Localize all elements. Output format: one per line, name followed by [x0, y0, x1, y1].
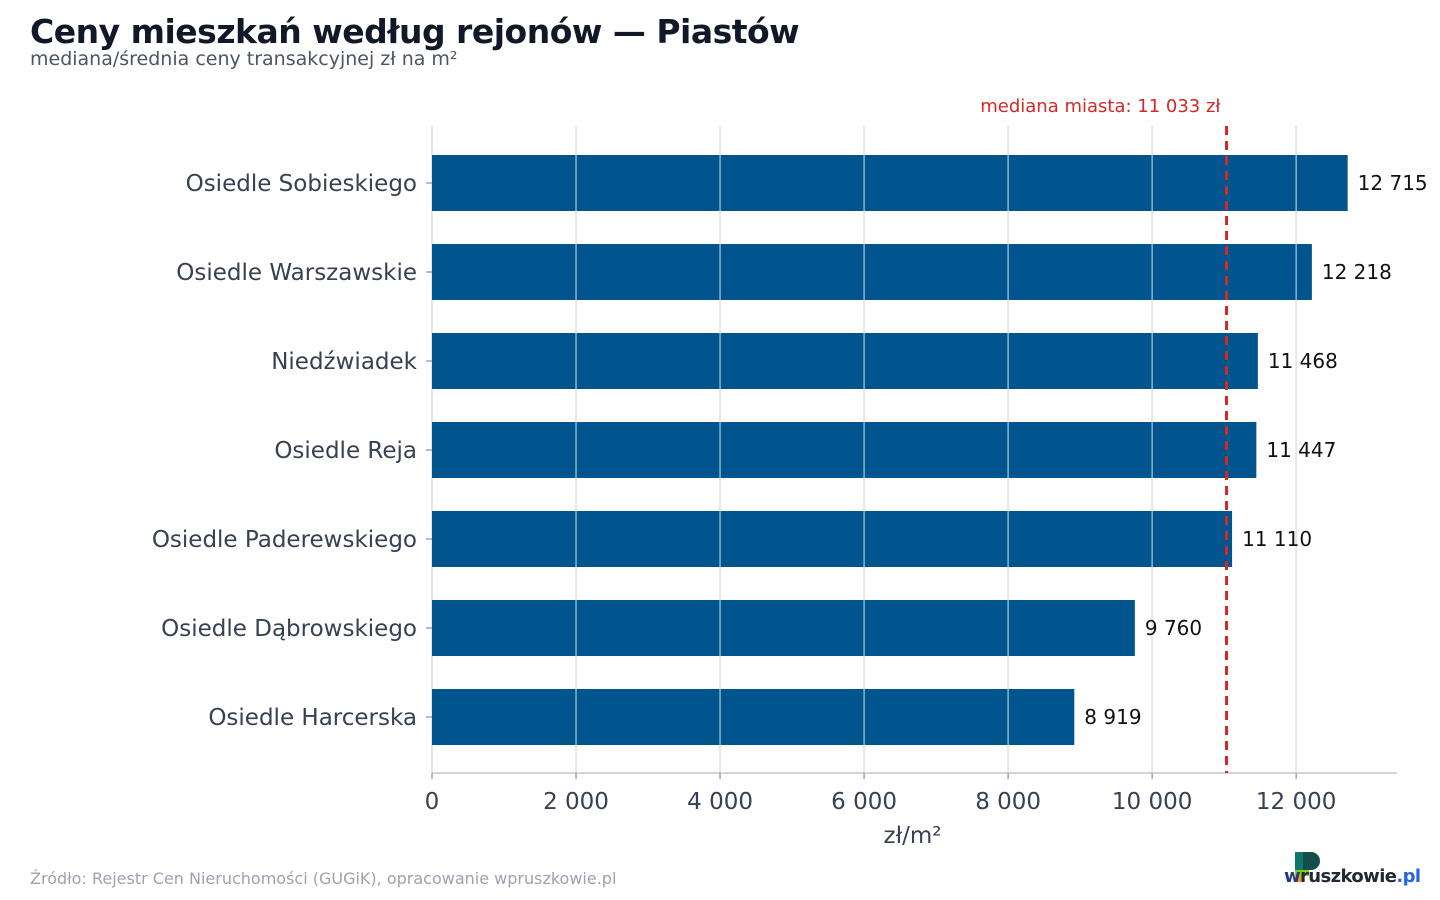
- value-label: 11 110: [1242, 527, 1312, 551]
- value-label: 8 919: [1084, 705, 1141, 729]
- chart-subtitle: mediana/średnia ceny transakcyjnej zł na…: [30, 48, 458, 70]
- x-axis-title: zł/m²: [884, 823, 942, 849]
- chart-title: Ceny mieszkań według rejonów — Piastów: [30, 12, 800, 51]
- x-tick-label: 4 000: [687, 789, 753, 815]
- bar: [432, 600, 1135, 656]
- logo-prefix: w: [1284, 866, 1301, 887]
- x-tick-label: 12 000: [1256, 789, 1336, 815]
- bar: [432, 244, 1312, 300]
- x-tick-label: 0: [425, 789, 440, 815]
- x-tick-label: 10 000: [1112, 789, 1192, 815]
- x-tick-label: 8 000: [975, 789, 1041, 815]
- category-label: Osiedle Dąbrowskiego: [161, 616, 417, 642]
- bar: [432, 511, 1233, 567]
- value-label: 11 447: [1266, 438, 1336, 462]
- logo-suffix: .pl: [1396, 866, 1421, 887]
- median-label: mediana miasta: 11 033 zł: [980, 96, 1221, 117]
- logo-wordmark: wruszkowie.pl: [1284, 866, 1421, 887]
- bar: [432, 689, 1075, 745]
- category-label: Niedźwiadek: [271, 349, 417, 375]
- value-label: 9 760: [1145, 616, 1202, 640]
- labels: Osiedle Sobieskiego 12 715 Osiedle Warszaw…: [152, 171, 1428, 731]
- logo-rest: ruszkowie: [1300, 866, 1397, 887]
- source-note: Źródło: Rejestr Cen Nieruchomości (GUGiK…: [30, 869, 617, 888]
- brand-logo: wruszkowie.pl: [1284, 852, 1421, 892]
- x-tick-label: 6 000: [831, 789, 897, 815]
- category-label: Osiedle Warszawskie: [176, 260, 417, 286]
- bar: [432, 333, 1258, 389]
- category-label: Osiedle Sobieskiego: [186, 171, 417, 197]
- category-label: Osiedle Reja: [274, 438, 417, 464]
- bar-chart: 0 2 000 4 000 6 000 8 000 10 000 12 000 zł/m² O…: [152, 96, 1428, 849]
- value-label: 12 218: [1322, 260, 1392, 284]
- x-tick-label: 2 000: [543, 789, 609, 815]
- value-label: 11 468: [1268, 349, 1338, 373]
- category-label: Osiedle Harcerska: [208, 705, 417, 731]
- logo-mark-icon: [1295, 852, 1320, 882]
- bars: [432, 155, 1348, 745]
- bar: [432, 422, 1257, 478]
- value-label: 12 715: [1358, 171, 1428, 195]
- bar: [432, 155, 1348, 211]
- median-reference: mediana miasta: 11 033 zł: [980, 96, 1229, 773]
- x-axis: 0 2 000 4 000 6 000 8 000 10 000 12 000 zł/m²: [425, 182, 1397, 849]
- category-label: Osiedle Paderewskiego: [152, 527, 417, 553]
